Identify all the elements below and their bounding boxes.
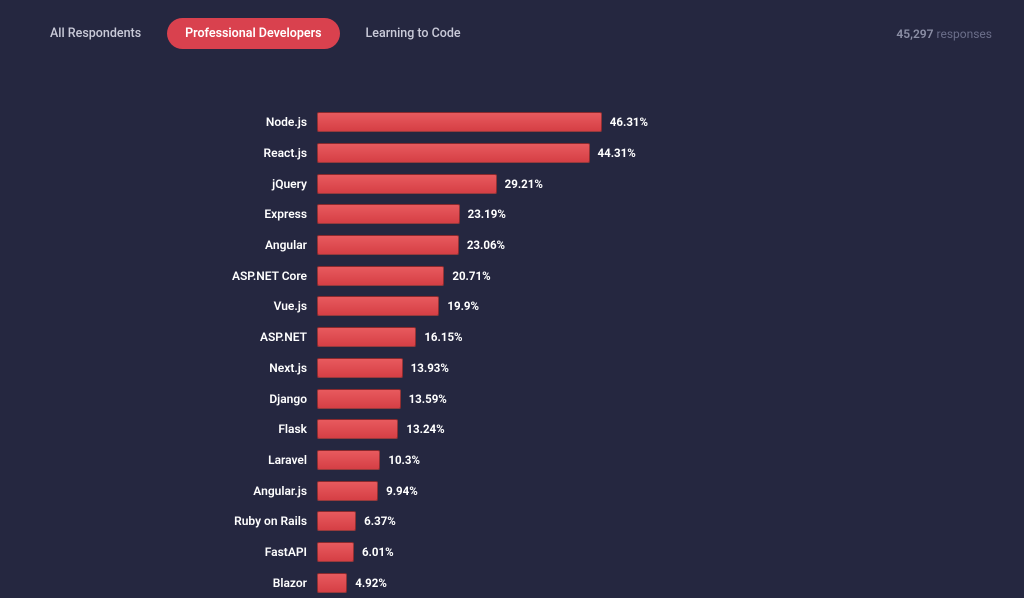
bar-label: Blazor	[0, 576, 317, 590]
bar-fill[interactable]	[317, 358, 403, 378]
bar-row: Ruby on Rails 6.37%	[0, 506, 1024, 537]
bar-track: 4.92%	[317, 573, 1024, 593]
response-count: 45,297 responses	[896, 27, 992, 41]
bar-fill[interactable]	[317, 389, 401, 409]
bar-fill[interactable]	[317, 235, 459, 255]
bar-row: Express 23.19%	[0, 199, 1024, 230]
bar-label: Django	[0, 392, 317, 406]
tab-group: All Respondents Professional Developers …	[32, 18, 479, 49]
bar-label: ASP.NET	[0, 330, 317, 344]
bar-label: FastAPI	[0, 545, 317, 559]
bar-value: 44.31%	[598, 146, 636, 160]
bar-track: 44.31%	[317, 143, 1024, 163]
bar-row: Next.js 13.93%	[0, 353, 1024, 384]
tab-professional-developers[interactable]: Professional Developers	[167, 18, 339, 49]
bar-track: 23.19%	[317, 204, 1024, 224]
bar-value: 23.06%	[467, 238, 505, 252]
bar-label: Laravel	[0, 453, 317, 467]
bar-row: FastAPI 6.01%	[0, 537, 1024, 568]
bar-row: Angular 23.06%	[0, 230, 1024, 261]
bar-track: 20.71%	[317, 266, 1024, 286]
bar-track: 9.94%	[317, 481, 1024, 501]
tab-learning-to-code[interactable]: Learning to Code	[348, 18, 479, 49]
bar-row: Vue.js 19.9%	[0, 291, 1024, 322]
bar-label: Node.js	[0, 115, 317, 129]
bar-value: 13.93%	[411, 361, 449, 375]
bar-label: Vue.js	[0, 299, 317, 313]
bar-fill[interactable]	[317, 296, 439, 316]
bar-value: 13.24%	[406, 422, 444, 436]
bar-value: 10.3%	[388, 453, 420, 467]
bar-label: React.js	[0, 146, 317, 160]
bar-row: ASP.NET Core 20.71%	[0, 260, 1024, 291]
bar-fill[interactable]	[317, 542, 354, 562]
bar-value: 6.37%	[364, 514, 396, 528]
bar-label: Express	[0, 207, 317, 221]
bar-fill[interactable]	[317, 419, 398, 439]
bar-fill[interactable]	[317, 143, 590, 163]
bar-fill[interactable]	[317, 327, 416, 347]
bar-chart: Node.js 46.31% React.js 44.31% jQuery 29.21% E…	[0, 61, 1024, 598]
bar-fill[interactable]	[317, 573, 347, 593]
bar-fill[interactable]	[317, 450, 380, 470]
bar-label: ASP.NET Core	[0, 269, 317, 283]
bar-fill[interactable]	[317, 204, 460, 224]
bar-label: Angular.js	[0, 484, 317, 498]
bar-value: 20.71%	[452, 269, 490, 283]
bar-track: 13.24%	[317, 419, 1024, 439]
bar-row: Flask 13.24%	[0, 414, 1024, 445]
bar-fill[interactable]	[317, 112, 602, 132]
bar-value: 9.94%	[386, 484, 418, 498]
bar-label: Ruby on Rails	[0, 514, 317, 528]
bar-track: 46.31%	[317, 112, 1024, 132]
bar-value: 13.59%	[409, 392, 447, 406]
bar-row: Angular.js 9.94%	[0, 475, 1024, 506]
bar-value: 23.19%	[468, 207, 506, 221]
bar-value: 4.92%	[355, 576, 387, 590]
bar-fill[interactable]	[317, 266, 444, 286]
bar-track: 19.9%	[317, 296, 1024, 316]
bar-value: 29.21%	[505, 177, 543, 191]
response-count-number: 45,297	[896, 27, 933, 41]
bar-row: Blazor 4.92%	[0, 567, 1024, 598]
bar-track: 13.93%	[317, 358, 1024, 378]
bar-track: 16.15%	[317, 327, 1024, 347]
bar-fill[interactable]	[317, 481, 378, 501]
bar-value: 6.01%	[362, 545, 394, 559]
bar-label: Flask	[0, 422, 317, 436]
bar-label: Angular	[0, 238, 317, 252]
tab-all-respondents[interactable]: All Respondents	[32, 18, 159, 49]
bar-row: Django 13.59%	[0, 383, 1024, 414]
bar-fill[interactable]	[317, 174, 497, 194]
header-bar: All Respondents Professional Developers …	[0, 0, 1024, 61]
bar-row: React.js 44.31%	[0, 138, 1024, 169]
bar-label: Next.js	[0, 361, 317, 375]
bar-track: 23.06%	[317, 235, 1024, 255]
bar-track: 6.37%	[317, 511, 1024, 531]
response-count-suffix: responses	[937, 27, 992, 41]
bar-value: 19.9%	[447, 299, 479, 313]
bar-value: 16.15%	[424, 330, 462, 344]
bar-row: Laravel 10.3%	[0, 445, 1024, 476]
bar-track: 10.3%	[317, 450, 1024, 470]
bar-track: 13.59%	[317, 389, 1024, 409]
bar-label: jQuery	[0, 177, 317, 191]
bar-track: 6.01%	[317, 542, 1024, 562]
bar-row: ASP.NET 16.15%	[0, 322, 1024, 353]
bar-fill[interactable]	[317, 511, 356, 531]
bar-value: 46.31%	[610, 115, 648, 129]
bar-track: 29.21%	[317, 174, 1024, 194]
bar-row: jQuery 29.21%	[0, 168, 1024, 199]
bar-row: Node.js 46.31%	[0, 107, 1024, 138]
